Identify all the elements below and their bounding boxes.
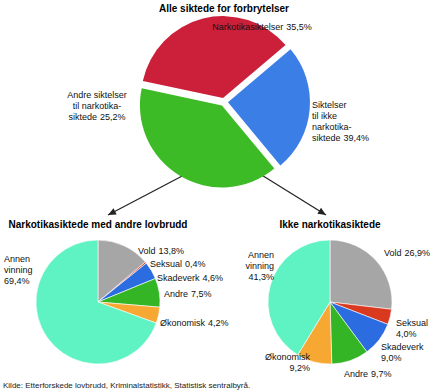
- label-line: Andre siktelser: [67, 90, 127, 100]
- label-category: Annenvinning: [245, 250, 274, 271]
- label-category: Narkotikasiktelser: [212, 22, 283, 32]
- label-line: Økonomisk: [265, 352, 311, 362]
- label-value: 4,6%: [203, 273, 224, 283]
- label-category: Skadeverk: [157, 273, 200, 283]
- pie-chart: [36, 240, 160, 364]
- label-line: vinning: [4, 265, 33, 275]
- pie-slice: [330, 302, 367, 364]
- arrow-line: [260, 174, 326, 215]
- chart-canvas: Alle siktede for forbrytelser Narkotikasi…: [0, 0, 432, 392]
- data-label: Skadeverk9,0%: [381, 342, 424, 363]
- label-value: 4,2%: [208, 318, 229, 328]
- data-label: Vold13,8%: [138, 246, 184, 256]
- data-label: Andre siktelsertil narkotika-siktede25,2…: [67, 90, 127, 122]
- pie-chart: [140, 16, 310, 187]
- label-category: Annenvinning: [4, 254, 33, 275]
- label-category: Vold: [138, 246, 156, 256]
- label-line: Andre: [164, 289, 188, 299]
- data-label: Økonomisk9,2%: [265, 352, 311, 373]
- label-value: 9,0%: [381, 353, 402, 363]
- label-line: siktede: [68, 112, 97, 122]
- label-category: Økonomisk: [265, 352, 311, 362]
- label-line: Vold: [384, 248, 402, 258]
- label-line: Annen: [4, 254, 30, 264]
- label-value: 69,4%: [4, 276, 30, 286]
- pie-chart: [268, 240, 392, 364]
- label-line: Skadeverk: [381, 342, 424, 352]
- label-line: Annen: [248, 250, 274, 260]
- label-value: 13,8%: [159, 246, 185, 256]
- label-line: vinning: [245, 261, 274, 271]
- label-line: Seksual: [396, 318, 428, 328]
- label-category: Økonomisk: [160, 318, 206, 328]
- data-label: Siktelsertil ikkenarkotika-siktede39,4%: [312, 100, 369, 143]
- chart-title: Alle siktede for forbrytelser: [159, 3, 289, 14]
- data-label: Narkotikasiktelser35,5%: [212, 22, 312, 32]
- label-value: 26,9%: [404, 248, 430, 258]
- data-label: Annenvinning69,4%: [4, 254, 33, 286]
- data-label: Andre9,7%: [344, 369, 392, 379]
- pie-slice: [36, 240, 156, 364]
- label-category: Andre: [164, 289, 188, 299]
- pie-slice: [140, 88, 274, 187]
- data-label: Skadeverk4,6%: [157, 273, 223, 283]
- label-value: 39,4%: [344, 133, 370, 143]
- label-value: 41,3%: [248, 272, 274, 282]
- label-line: Økonomisk: [160, 318, 206, 328]
- label-line: siktede: [312, 133, 341, 143]
- data-label: Annenvinning41,3%: [245, 250, 274, 282]
- label-line: til narkotika-: [73, 101, 122, 111]
- label-line: til ikke: [312, 111, 337, 121]
- label-line: Skadeverk: [157, 273, 200, 283]
- data-label: Andre7,5%: [164, 289, 212, 299]
- pie-slice: [268, 240, 330, 355]
- label-category: Andre: [344, 369, 368, 379]
- data-label: Seksual4,0%: [396, 318, 428, 339]
- label-value: 9,7%: [371, 369, 392, 379]
- arrow-line: [108, 174, 186, 215]
- arrow-head: [317, 208, 326, 215]
- arrow-head: [108, 208, 117, 215]
- label-line: Andre: [344, 369, 368, 379]
- data-label: Vold26,9%: [384, 248, 430, 258]
- data-label: Økonomisk4,2%: [160, 318, 229, 328]
- label-line: Siktelser: [312, 100, 347, 110]
- label-value: 25,2%: [100, 112, 126, 122]
- label-line: Narkotikasiktelser: [212, 22, 283, 32]
- label-line: narkotika-: [312, 122, 352, 132]
- source-note: Kilde: Etterforskede lovbrudd, Kriminals…: [3, 381, 250, 390]
- pie-slice: [330, 240, 392, 309]
- label-category: Seksual: [150, 259, 182, 269]
- label-category: Andre siktelsertil narkotika-siktede: [67, 90, 127, 122]
- label-value: 9,2%: [289, 363, 310, 373]
- label-category: Skadeverk: [381, 342, 424, 352]
- label-category: Vold: [384, 248, 402, 258]
- label-value: 7,5%: [191, 289, 212, 299]
- label-line: Seksual: [150, 259, 182, 269]
- label-value: 35,5%: [286, 22, 312, 32]
- label-value: 0,4%: [185, 259, 206, 269]
- label-line: Vold: [138, 246, 156, 256]
- label-category: Seksual: [396, 318, 428, 328]
- chart-title: Narkotikasiktede med andre lovbrudd: [9, 219, 188, 230]
- label-value: 4,0%: [396, 329, 417, 339]
- chart-title: Ikke narkotikasiktede: [279, 219, 381, 230]
- data-label: Seksual0,4%: [150, 259, 206, 269]
